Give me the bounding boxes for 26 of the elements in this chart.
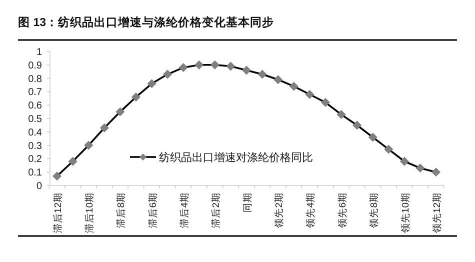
chart-title: 图 13：纺织品出口增速与涤纶价格变化基本同步	[18, 15, 274, 29]
y-tick-label: 1	[36, 47, 42, 58]
x-tick-label: 滞后8期	[115, 192, 128, 228]
x-tick-label: 同期	[242, 192, 254, 212]
y-tick-label: 0	[36, 181, 42, 192]
x-tick-label: 滞后12期	[52, 192, 64, 234]
x-tick-label: 滞后10期	[84, 192, 96, 234]
y-tick-label: 0.8	[28, 74, 42, 85]
x-tick-label: 领先4期	[304, 192, 317, 228]
x-tick-label: 领先10期	[399, 192, 412, 234]
y-tick-label: 0.1	[28, 168, 42, 179]
x-tick-label: 滞后4期	[178, 192, 190, 228]
legend-label: 纺织品出口增速对涤纶价格同比	[159, 151, 313, 164]
x-tick-label: 领先12期	[431, 192, 443, 234]
y-tick-label: 0.6	[28, 100, 42, 112]
x-tick-label: 领先2期	[273, 192, 286, 228]
y-tick-label: 0.3	[28, 140, 42, 152]
x-tick-label: 滞后2期	[210, 192, 222, 228]
x-tick-label: 领先6期	[336, 192, 348, 228]
y-tick-label: 0.4	[28, 127, 42, 138]
y-tick-label: 0.5	[28, 114, 42, 125]
x-tick-label: 领先8期	[368, 192, 380, 228]
y-tick-label: 0.7	[28, 87, 42, 98]
y-tick-label: 0.9	[28, 60, 42, 72]
y-tick-label: 0.2	[28, 154, 42, 166]
x-tick-label: 滞后6期	[146, 192, 159, 228]
